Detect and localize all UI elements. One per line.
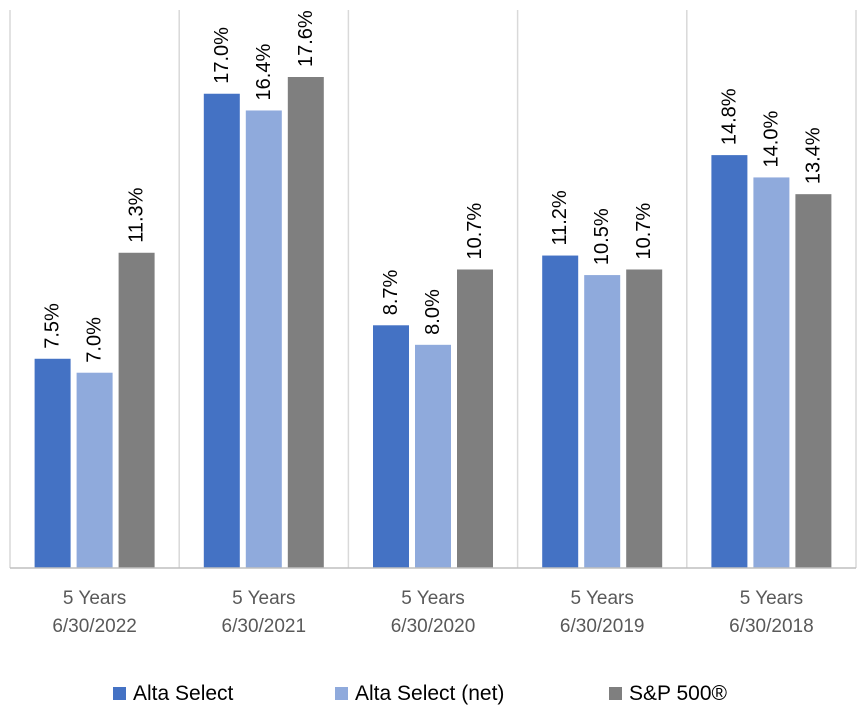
data-label: 8.0% [422, 289, 444, 335]
data-label: 17.0% [211, 27, 233, 84]
bar [34, 358, 71, 568]
legend-swatch [335, 687, 348, 700]
category-label: 6/30/2022 [52, 616, 137, 637]
data-label: 17.6% [295, 10, 317, 67]
data-label: 11.2% [549, 190, 571, 245]
bar [753, 177, 790, 568]
bar [626, 269, 663, 568]
bar [584, 275, 621, 568]
bar [457, 269, 493, 568]
data-label: 16.4% [253, 44, 275, 101]
category-label: 5 Years [232, 588, 295, 609]
bar [245, 110, 282, 569]
bars [34, 77, 832, 569]
data-label: 14.8% [718, 88, 740, 145]
legend-label: Alta Select (net) [355, 682, 504, 705]
bar [203, 93, 240, 568]
data-label: 7.0% [84, 317, 106, 363]
category-label: 5 Years [401, 588, 464, 609]
legend-label: S&P 500® [629, 682, 728, 705]
legend-swatch [609, 687, 622, 700]
data-label: 10.7% [633, 203, 655, 260]
data-label: 13.4% [802, 127, 824, 184]
category-label: 5 Years [570, 588, 633, 609]
legend: Alta Select Alta Select (net) S&P 500® [113, 682, 728, 705]
legend-swatch [113, 687, 126, 700]
bar [287, 77, 324, 568]
category-labels: 5 Years 6/30/2022 5 Years 6/30/2021 5 Years 6… [52, 588, 813, 637]
category-label: 6/30/2019 [560, 616, 645, 637]
category-label: 6/30/2021 [222, 616, 307, 637]
bar [76, 372, 113, 568]
category-label: 5 Years [740, 588, 803, 609]
data-label: 14.0% [760, 111, 782, 168]
group-separators [9, 10, 857, 568]
bar [542, 255, 579, 568]
data-label: 11.3% [126, 187, 148, 242]
category-label: 5 Years [63, 588, 126, 609]
bar [415, 344, 451, 568]
value-labels: 7.5% 7.0% 11.3% 17.0% 16.4% 17.6% 8.7% 8.0% 10.7… [42, 10, 825, 363]
data-label: 10.7% [464, 203, 486, 260]
data-label: 10.5% [591, 208, 613, 265]
data-label: 7.5% [42, 303, 64, 349]
legend-label: Alta Select [133, 682, 234, 705]
category-label: 6/30/2018 [729, 616, 814, 637]
bar [711, 155, 748, 568]
category-label: 6/30/2020 [391, 616, 476, 637]
data-label: 8.7% [380, 269, 402, 315]
bar [118, 252, 155, 568]
bar [795, 194, 832, 568]
bar [373, 325, 409, 568]
